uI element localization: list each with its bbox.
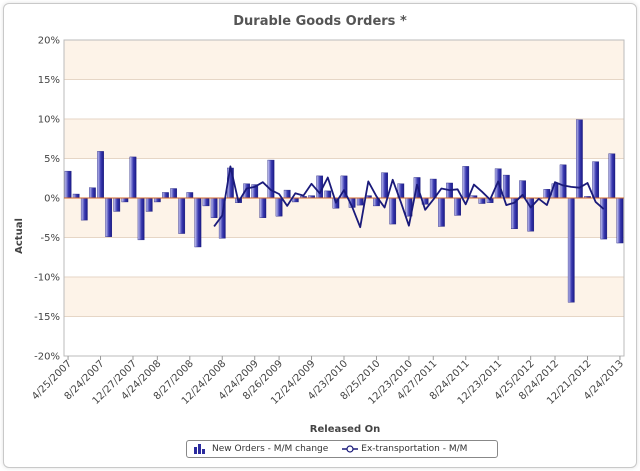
bar[interactable] (194, 197, 202, 248)
y-tick-label: 0% (44, 194, 60, 205)
bar[interactable] (381, 172, 388, 199)
bar[interactable] (178, 197, 186, 234)
band (64, 79, 624, 119)
bar[interactable] (356, 197, 364, 206)
band (64, 119, 624, 159)
bar[interactable] (259, 197, 267, 218)
bar[interactable] (202, 197, 210, 207)
x-axis-label: Released On (310, 424, 380, 435)
bar[interactable] (72, 193, 80, 199)
bar[interactable] (478, 197, 486, 204)
y-tick-label: -5% (41, 233, 60, 244)
bar[interactable] (600, 197, 608, 240)
legend-item-bars[interactable]: New Orders - M/M change (193, 444, 328, 454)
bar[interactable] (137, 197, 145, 241)
bar[interactable] (462, 166, 470, 199)
bar[interactable] (113, 197, 121, 212)
legend-label-line: Ex-transportation - M/M (361, 444, 468, 454)
bar[interactable] (389, 197, 397, 225)
bar[interactable] (438, 197, 445, 227)
bar[interactable] (64, 170, 72, 199)
y-axis-label: Actual (14, 218, 25, 254)
y-tick-label: -15% (34, 312, 60, 323)
bar[interactable] (105, 197, 113, 237)
line-series (213, 165, 605, 229)
bar[interactable] (121, 197, 129, 203)
bar[interactable] (559, 164, 567, 199)
x-tick-labels: 4/25/20078/24/200712/27/20074/24/20088/2… (30, 356, 626, 407)
bar[interactable] (153, 197, 161, 203)
bar[interactable] (145, 197, 153, 212)
legend: New Orders - M/M change Ex-transportatio… (186, 440, 498, 458)
bar[interactable] (291, 197, 299, 203)
bar[interactable] (502, 174, 510, 199)
bar[interactable] (80, 197, 88, 221)
chart-title: Durable Goods Orders * (233, 14, 407, 29)
bar[interactable] (97, 151, 104, 199)
bar[interactable] (210, 197, 218, 218)
line-marker-icon (342, 444, 359, 454)
legend-label-bars: New Orders - M/M change (212, 444, 329, 454)
bar[interactable] (567, 197, 575, 303)
background-bands (64, 40, 624, 356)
y-tick-label: 20% (38, 36, 60, 47)
bar[interactable] (324, 190, 332, 199)
bar-chart-icon (193, 444, 207, 454)
bar[interactable] (608, 153, 616, 199)
y-tick-labels: 20% 15% 10% 5% 0% -5% -10% -15% -20% (34, 36, 60, 363)
bar[interactable] (170, 188, 177, 199)
bar[interactable] (454, 197, 461, 216)
bar[interactable] (129, 156, 137, 199)
y-tick-label: 15% (38, 75, 60, 86)
band (64, 316, 624, 356)
band (64, 277, 624, 317)
bar[interactable] (162, 192, 169, 199)
y-tick-label: -10% (34, 273, 60, 284)
bar[interactable] (283, 189, 291, 199)
bar[interactable] (89, 187, 96, 199)
bar[interactable] (267, 159, 275, 199)
bar[interactable] (316, 175, 324, 199)
band (64, 237, 624, 277)
legend-item-line[interactable]: Ex-transportation - M/M (342, 444, 467, 454)
band (64, 40, 624, 80)
y-tick-label: 10% (38, 115, 60, 126)
bar-series (64, 119, 624, 303)
ex-transportation-line[interactable] (213, 165, 605, 229)
y-tick-label: -20% (34, 352, 60, 363)
y-tick-label: 5% (44, 154, 60, 165)
bar[interactable] (616, 197, 624, 244)
bar[interactable] (186, 192, 194, 199)
bar[interactable] (592, 161, 599, 199)
bar[interactable] (275, 197, 283, 217)
